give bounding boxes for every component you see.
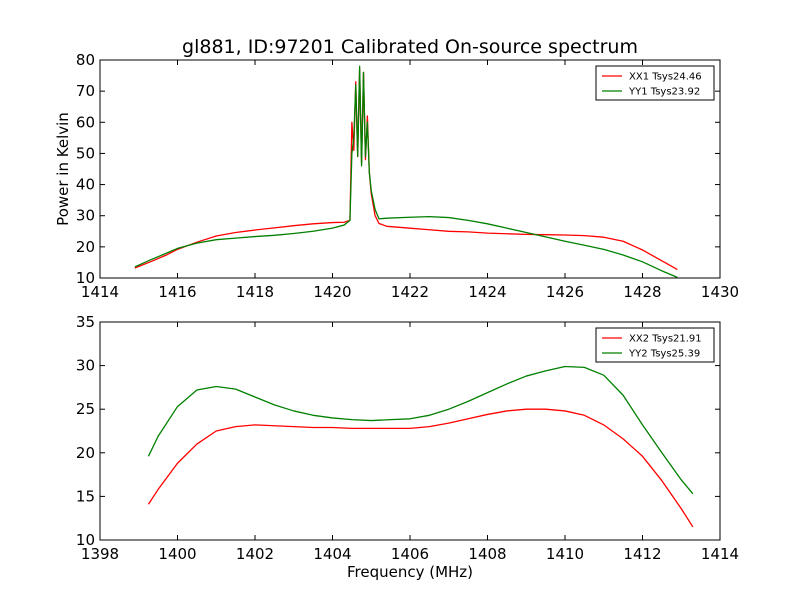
x-tick-label: 1414: [701, 545, 739, 563]
x-tick-label: 1424: [468, 283, 506, 301]
x-tick-label: 1398: [81, 545, 119, 563]
x-tick-label: 1412: [623, 545, 661, 563]
y-tick-label: 10: [76, 531, 95, 549]
y-axis-label: Power in Kelvin: [54, 112, 72, 226]
legend-label: XX1 Tsys24.46: [629, 72, 702, 83]
x-tick-label: 1430: [701, 283, 739, 301]
bottom-spectrum-plot: 1398 1400 1402 1404 1406 1408 1410 1412 1414 10 15…: [76, 313, 739, 581]
y-tick-label: 50: [76, 144, 95, 162]
y-tick-label: 80: [76, 51, 95, 69]
y-tick-label: 20: [76, 444, 95, 462]
legend: XX1 Tsys24.46 YY1 Tsys23.92: [595, 65, 715, 101]
x-tick-label: 1400: [158, 545, 196, 563]
y-tick-label: 30: [76, 207, 95, 225]
series-line-yy1: [134, 65, 678, 278]
x-tick-label: 1404: [313, 545, 351, 563]
legend-label: YY1 Tsys23.92: [628, 87, 700, 98]
legend: XX2 Tsys21.91 YY2 Tsys25.39: [595, 327, 715, 363]
x-tick-label: 1402: [236, 545, 274, 563]
y-tick-label: 60: [76, 113, 95, 131]
x-tick-label: 1410: [546, 545, 584, 563]
legend-label: XX2 Tsys21.91: [629, 334, 702, 345]
x-axis-label: Frequency (MHz): [347, 563, 473, 581]
y-tick-label: 35: [76, 313, 95, 331]
x-tick-label: 1426: [546, 283, 584, 301]
x-tick-label: 1418: [236, 283, 274, 301]
figure-title: gl881, ID:97201 Calibrated On-source spe…: [182, 36, 638, 58]
series-line-xx1: [134, 68, 678, 271]
series-line-xx2: [147, 408, 694, 528]
y-tick-label: 15: [76, 487, 95, 505]
x-tick-label: 1428: [623, 283, 661, 301]
y-tick-label: 25: [76, 400, 95, 418]
top-spectrum-plot: 1414 1416 1418 1420 1422 1424 1426 1428 1430 10 20…: [54, 51, 739, 301]
legend-label: YY2 Tsys25.39: [628, 349, 700, 360]
x-tick-label: 1422: [391, 283, 429, 301]
y-tick-label: 20: [76, 238, 95, 256]
x-tick-label: 1416: [158, 283, 196, 301]
y-tick-label: 70: [76, 82, 95, 100]
series-line-yy2: [147, 365, 694, 495]
x-tick-label: 1420: [313, 283, 351, 301]
y-tick-label: 10: [76, 269, 95, 287]
x-tick-label: 1406: [391, 545, 429, 563]
y-tick-label: 40: [76, 176, 95, 194]
x-tick-label: 1414: [81, 283, 119, 301]
x-tick-label: 1408: [468, 545, 506, 563]
y-tick-label: 30: [76, 357, 95, 375]
